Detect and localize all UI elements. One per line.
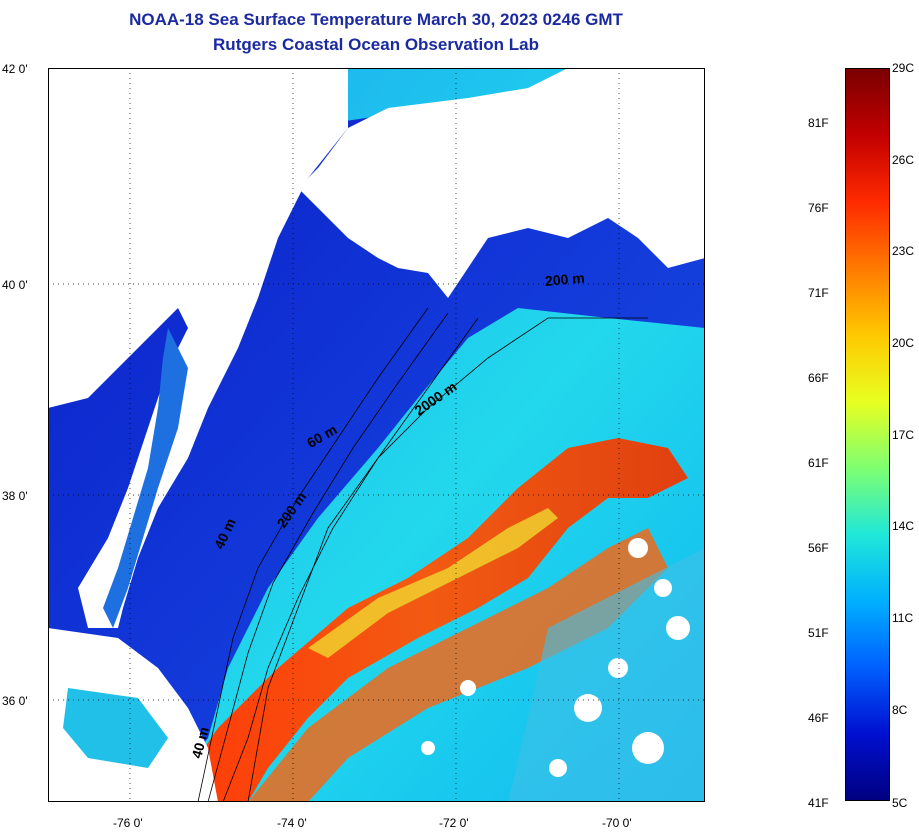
colorbar-f-label: 76F: [808, 201, 829, 215]
colorbar-c-label: 17C: [892, 428, 915, 442]
map-frame: [48, 68, 705, 802]
colorbar-c-label: 29C: [892, 61, 915, 75]
colorbar-f-label: 81F: [808, 116, 829, 130]
colorbar-f-label: 41F: [808, 796, 829, 810]
pamlico-sound: [63, 688, 168, 768]
map-subtitle: Rutgers Coastal Ocean Observation Lab: [213, 35, 539, 54]
chesapeake-bay: [103, 328, 188, 628]
colorbar-c-label: 8C: [892, 703, 908, 717]
colorbar-f-label: 56F: [808, 541, 829, 555]
lat-tick-label: 42 0': [2, 62, 28, 76]
gulf-stream-warm-water: [168, 438, 688, 802]
colorbar-c-label: 23C: [892, 244, 915, 258]
temperature-colorbar: [845, 68, 890, 801]
land-new-england: [298, 68, 705, 298]
colorbar-c-label: 26C: [892, 153, 915, 167]
colorbar-f-label: 71F: [808, 286, 829, 300]
warm-eddy-region: [248, 528, 668, 802]
cloud-gaps: [421, 538, 690, 777]
lon-tick-label: -74 0': [277, 816, 307, 830]
lat-tick-label: 36 0': [2, 694, 28, 708]
colorbar-f-label: 46F: [808, 711, 829, 725]
warm-front-yellow: [308, 508, 558, 658]
colorbar-c-label: 5C: [892, 796, 908, 810]
bathymetry-contours: [197, 307, 648, 802]
lat-tick-label: 40 0': [2, 278, 28, 292]
lon-tick-label: -72 0': [439, 816, 469, 830]
lon-tick-label: -70 0': [602, 816, 632, 830]
lon-tick-label: -76 0': [113, 816, 143, 830]
colorbar-f-label: 61F: [808, 456, 829, 470]
map-title: NOAA-18 Sea Surface Temperature March 30…: [129, 10, 623, 29]
colorbar-c-label: 11C: [892, 611, 914, 625]
colorbar-c-label: 20C: [892, 336, 915, 350]
land-mid-atlantic: [48, 68, 348, 628]
contour-label: 200 m: [544, 269, 586, 289]
lat-tick-label: 38 0': [2, 489, 28, 503]
colorbar-f-label: 51F: [808, 626, 829, 640]
colorbar-f-label: 66F: [808, 371, 829, 385]
colorbar-c-label: 14C: [892, 519, 915, 533]
sst-map: [48, 68, 705, 802]
